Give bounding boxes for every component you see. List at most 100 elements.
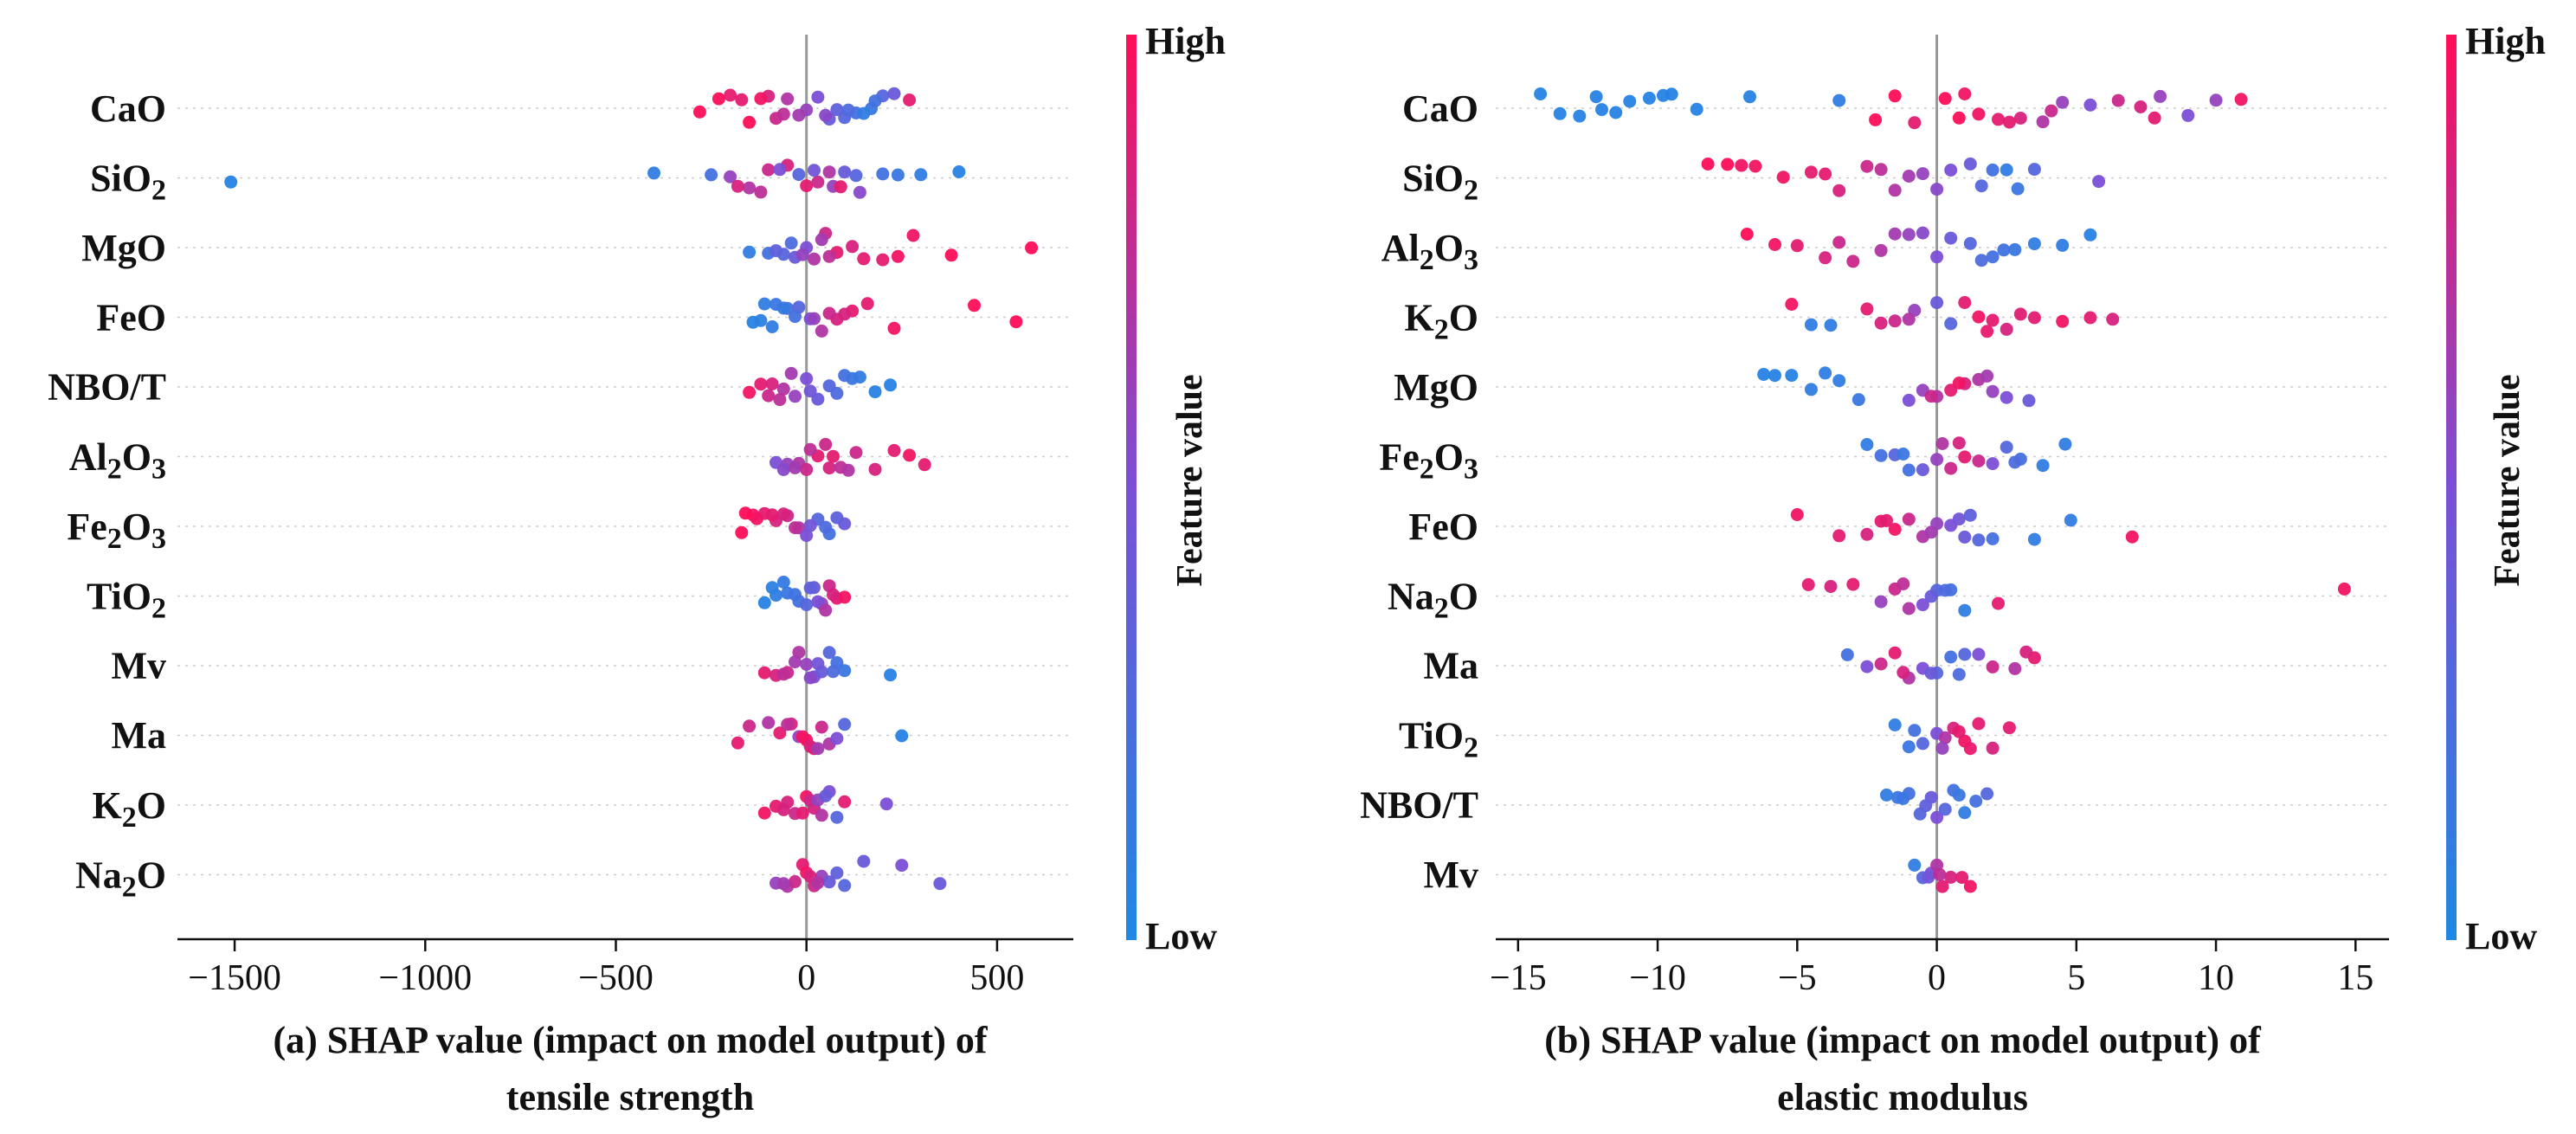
panel-a-point-al2o3-7 [849, 446, 863, 460]
panel-b-point-sio2-0 [1701, 158, 1715, 171]
panel-b-point-k2o-16 [1874, 316, 1888, 330]
panel-b-point-cao-18 [2013, 112, 2027, 125]
panel-a-point-mv-4 [800, 658, 814, 671]
panel-b-point-mv-4 [1935, 879, 1949, 893]
panel-a-tensile-strength: CaO SiO2 MgO FeO NBO/T Al2O3 Fe2O3 TiO2 Mv Ma K2O N… [48, 20, 1226, 1118]
panel-b-points [1534, 87, 2351, 893]
panel-a-point-nbo-t-4 [789, 390, 802, 403]
panel-b-point-al2o3-18 [1974, 254, 1988, 267]
panel-a-point-al2o3-11 [918, 458, 931, 472]
panel-a-xtick-label-4: 500 [969, 958, 1024, 998]
panel-b-point-sio2-16 [1819, 167, 1832, 181]
panel-b-point-fe2o3-10 [2000, 441, 2013, 454]
panel-b-point-k2o-3 [1860, 302, 1874, 316]
panel-b-point-sio2-9 [1944, 164, 1958, 177]
panel-b-point-nbo-t-0 [1880, 788, 1893, 802]
panel-b-point-feo-5 [1902, 512, 1916, 526]
panel-b-point-fe2o3-4 [1916, 463, 1929, 477]
panel-b-point-cao-26 [2209, 93, 2223, 107]
panel-a-point-feo-15 [789, 310, 802, 324]
panel-a-point-mv-15 [827, 665, 840, 679]
panel-a-point-fe2o3-6 [800, 529, 814, 543]
panel-b-point-tio2-10 [1908, 724, 1922, 738]
panel-a-colorbar-high: High [1145, 20, 1226, 62]
panel-a-point-cao-19 [712, 92, 725, 106]
panel-b-point-al2o3-9 [1963, 236, 1977, 250]
panel-a-point-cao-21 [841, 103, 855, 117]
panel-b-point-feo-9 [1958, 530, 1972, 544]
panel-b-point-mv-7 [1963, 879, 1977, 893]
panel-a-point-mgo-5 [808, 252, 821, 266]
panel-b-point-ma-13 [1897, 666, 1910, 680]
panel-a-point-k2o-4 [795, 806, 809, 820]
panel-b-point-cao-4 [1609, 106, 1623, 119]
panel-b-point-al2o3-11 [2008, 242, 2022, 256]
panel-a-point-feo-6 [815, 324, 828, 338]
panel-a-point-sio2-21 [792, 168, 806, 182]
panel-b-point-sio2-13 [2027, 163, 2041, 177]
panel-b-point-sio2-11 [1986, 163, 2000, 177]
panel-b-feature-label-feo: FeO [1408, 506, 1478, 548]
panel-b-xtick-label-3: 0 [1928, 958, 1946, 998]
panel-a-point-cao-6 [811, 90, 825, 104]
panel-b-point-sio2-10 [1963, 157, 1977, 171]
panel-a-point-cao-0 [692, 105, 706, 119]
panel-b-point-cao-24 [2154, 89, 2167, 103]
panel-b-point-al2o3-17 [1916, 226, 1929, 240]
panel-a-point-nbo-t-2 [765, 377, 779, 390]
panel-a-feature-label-cao: CaO [90, 87, 166, 130]
panel-b-point-fe2o3-15 [1935, 437, 1949, 450]
panel-a-point-sio2-12 [876, 167, 890, 181]
panel-b-point-cao-6 [1642, 91, 1656, 105]
panel-a-point-al2o3-10 [903, 448, 917, 462]
panel-a-point-na2o-7 [822, 875, 836, 889]
panel-a-point-sio2-20 [731, 179, 744, 193]
panel-b-point-tio2-13 [1963, 742, 1977, 756]
panel-b-colorbar: High Low Feature value [2446, 20, 2546, 957]
panel-b-point-cao-23 [2134, 100, 2148, 113]
panel-b-point-fe2o3-0 [1860, 438, 1874, 451]
panel-b-point-al2o3-19 [1997, 243, 2011, 257]
panel-a-point-cao-24 [776, 107, 790, 121]
panel-a-point-na2o-9 [857, 854, 871, 868]
panel-b-point-tio2-2 [1916, 737, 1929, 751]
panel-a-point-ma-1 [743, 719, 757, 733]
panel-b-point-mgo-1 [1768, 369, 1781, 383]
panel-b-feature-label-tio2: TiO2 [1399, 714, 1478, 764]
panel-a-point-nbo-t-15 [830, 386, 844, 400]
panel-a-xtick-label-2: −500 [578, 958, 654, 998]
panel-b-point-fe2o3-14 [1897, 448, 1910, 461]
panel-b-point-k2o-8 [1958, 296, 1972, 309]
panel-b-colorbar-high: High [2465, 20, 2546, 62]
panel-a-point-ma-0 [731, 736, 744, 750]
panel-a-point-mgo-17 [891, 249, 905, 263]
panel-a-point-feo-11 [968, 299, 981, 312]
panel-b-point-sio2-12 [2000, 163, 2013, 177]
panel-a-caption-line2: tensile strength [506, 1076, 754, 1118]
panel-b-point-cao-21 [2083, 98, 2097, 112]
panel-a-point-al2o3-3 [800, 462, 814, 476]
panel-a-point-cao-17 [857, 106, 871, 120]
panel-a-point-mv-10 [884, 668, 898, 682]
panel-b-point-cao-33 [2148, 111, 2161, 125]
panel-b-feature-label-mv: Mv [1423, 854, 1478, 896]
panel-b-point-mv-9 [1933, 867, 1947, 881]
panel-b-x-ticks: −15 −10 −5 0 5 10 15 [1490, 939, 2373, 998]
panel-b-feature-labels: CaO SiO2 Al2O3 K2O MgO Fe2O3 FeO Na2O Ma TiO2 NBO/… [1360, 87, 1478, 897]
panel-b-point-tio2-11 [1935, 741, 1949, 755]
panel-a-point-mgo-0 [743, 245, 757, 259]
panel-b-point-ma-10 [1986, 660, 2000, 673]
panel-a-point-sio2-15 [754, 185, 768, 199]
panel-a-point-cao-18 [868, 94, 882, 108]
panel-b-point-feo-17 [1952, 512, 1966, 526]
panel-a-point-ma-11 [838, 718, 852, 731]
panel-b-point-al2o3-5 [1874, 243, 1888, 257]
panel-b-point-cao-32 [2045, 104, 2058, 118]
panel-b-point-feo-10 [1972, 533, 1986, 547]
panel-b-point-na2o-9 [1958, 603, 1972, 617]
panel-a-feature-label-tio2: TiO2 [87, 575, 166, 624]
panel-a-point-nbo-t-1 [754, 377, 768, 391]
panel-a-points [224, 87, 1039, 893]
panel-b-point-feo-13 [2064, 513, 2077, 527]
panel-b-point-al2o3-3 [1819, 251, 1832, 265]
